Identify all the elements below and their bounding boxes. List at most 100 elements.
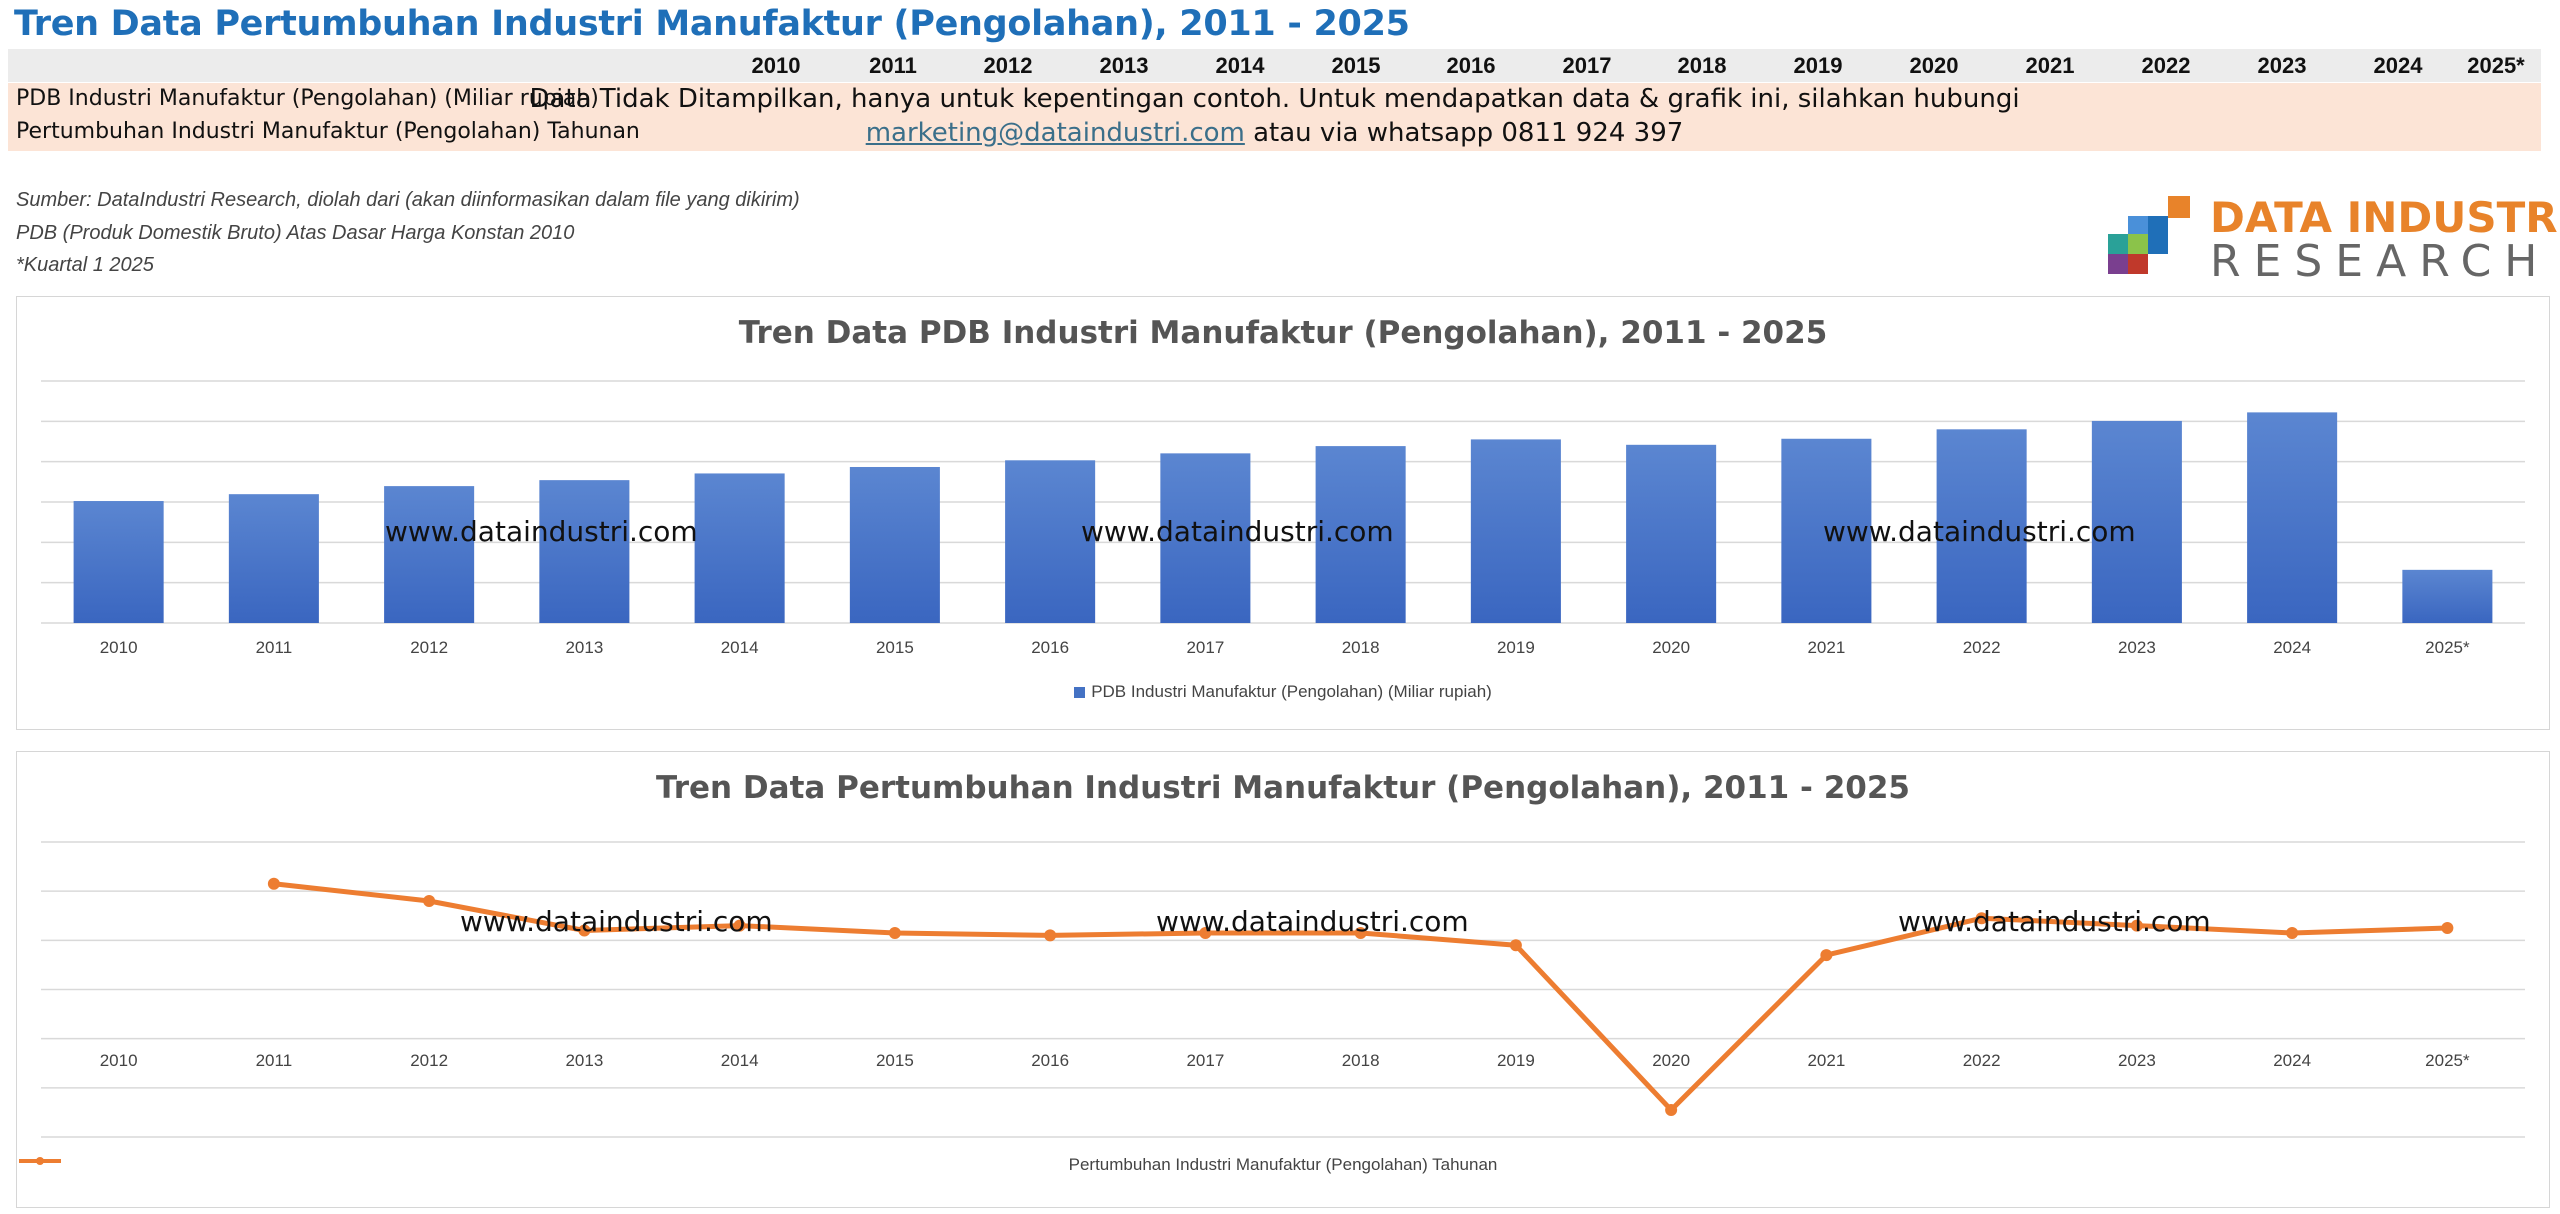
year-header-cell: 2017 [1562,53,1612,78]
x-tick-label: 2010 [100,1051,138,1070]
year-header-cell: 2024 [2373,53,2423,78]
point-2019 [1509,939,1522,952]
bar-legend-label: PDB Industri Manufaktur (Pengolahan) (Mi… [1091,682,1492,701]
year-header-cell: 2015 [1331,53,1381,78]
x-tick-label: 2025* [2425,638,2470,657]
x-tick-label: 2022 [1963,1051,2001,1070]
point-2012 [423,895,436,907]
x-tick-label: 2012 [410,1051,448,1070]
point-2021 [1820,949,1833,962]
x-tick-label: 2015 [876,1051,914,1070]
x-tick-label: 2015 [876,638,914,657]
x-tick-label: 2014 [721,1051,759,1070]
x-tick-label: 2016 [1031,638,1069,657]
x-tick-label: 2010 [100,638,138,657]
bar-2022 [1936,429,2027,623]
year-header-cell: 2016 [1446,53,1496,78]
x-tick-label: 2024 [2273,1051,2311,1070]
point-2014 [733,919,746,932]
notice-text: Data Tidak Ditampilkan, hanya untuk kepe… [529,84,2020,114]
year-header-cell: 2010 [751,53,801,78]
bar-2019 [1470,439,1561,623]
x-tick-label: 2016 [1031,1051,1069,1070]
row-label-pdb: PDB Industri Manufaktur (Pengolahan) (Mi… [16,86,599,111]
row-label-growth: Pertumbuhan Industri Manufaktur (Pengola… [16,119,640,144]
x-tick-label: 2011 [256,638,293,657]
pdb-bar-chart: Tren Data PDB Industri Manufaktur (Pengo… [16,296,2550,730]
bar-chart-plot: 2010 2011 2012 2013 2014 2015 2016 2017 2018 2019… [41,380,2525,657]
x-tick-label: 2012 [410,638,448,657]
watermark-text: www.dataindustri.com [385,515,698,548]
logo-mosaic-icon [2108,196,2190,274]
contact-whatsapp-text: atau via whatsapp 0811 924 397 [1244,118,1684,148]
data-rows-band: PDB Industri Manufaktur (Pengolahan) (Mi… [8,83,2541,151]
bar-2018 [1315,446,1406,623]
bar-2017 [1160,453,1251,623]
legend-swatch-bar [1074,687,1086,698]
x-tick-label: 2018 [1342,638,1380,657]
watermark-text: www.dataindustri.com [460,905,773,938]
legend-swatch-line [19,1157,61,1165]
bar-2012 [384,486,475,623]
year-header-cell: 2025* [2467,53,2525,78]
bar-2011 [228,494,319,623]
bar-2025* [2402,569,2493,623]
watermark-text: www.dataindustri.com [1898,905,2211,938]
x-tick-label: 2023 [2118,638,2156,657]
point-2018 [1354,926,1367,939]
x-tick-label: 2020 [1652,638,1690,657]
year-header-cell: 2012 [983,53,1033,78]
x-tick-label: 2017 [1186,1051,1224,1070]
x-tick-label: 2020 [1652,1051,1690,1070]
page-title: Tren Data Pertumbuhan Industri Manufaktu… [14,4,1410,44]
year-header-cell: 2023 [2257,53,2307,78]
x-tick-label: 2021 [1807,1051,1845,1070]
x-tick-label: 2022 [1963,638,2001,657]
line-chart-legend: Pertumbuhan Industri Manufaktur (Pengola… [17,1155,2549,1175]
point-2016 [1044,929,1057,942]
point-2015 [888,926,901,939]
bar-2014 [694,473,785,623]
watermark-text: www.dataindustri.com [1823,515,2136,548]
x-tick-label: 2011 [256,1051,293,1070]
x-tick-label: 2025* [2425,1051,2470,1070]
x-tick-label: 2013 [565,1051,603,1070]
x-tick-label: 2017 [1186,638,1224,657]
year-header-row: 2010 2011 2012 2013 2014 2015 2016 2017 2018 2019… [8,49,2541,82]
point-2020 [1665,1103,1678,1116]
point-2013 [578,924,591,937]
bar-2016 [1005,460,1096,623]
year-header-cell: 2019 [1793,53,1843,78]
bar-2021 [1781,438,1872,623]
source-note: Sumber: DataIndustri Research, diolah da… [16,189,800,211]
pdb-note: PDB (Produk Domestik Bruto) Atas Dasar H… [16,222,575,244]
line-legend-label: Pertumbuhan Industri Manufaktur (Pengola… [1068,1155,1498,1174]
bar-2015 [849,466,940,623]
bar-2020 [1626,444,1717,623]
point-2025* [2441,922,2454,935]
quarter-note: *Kuartal 1 2025 [16,254,154,276]
year-header-cell: 2022 [2141,53,2191,78]
contact-email-link[interactable]: marketing@dataindustri.com [865,118,1245,148]
logo-wordmark-top: DATA INDUSTRI [2210,193,2560,242]
x-tick-label: 2023 [2118,1051,2156,1070]
point-2022 [1975,912,1988,925]
year-header-cell: 2011 [869,53,917,78]
point-2024 [2286,926,2299,939]
line-chart-title: Tren Data Pertumbuhan Industri Manufaktu… [656,770,1910,806]
year-header-cell: 2020 [1909,53,1959,78]
watermark-text: www.dataindustri.com [1156,905,1469,938]
line-chart-plot: 2010 2011 2012 2013 2014 2015 2016 2017 2018 2019… [41,841,2525,1138]
logo-wordmark-bottom: RESEARCH [2210,236,2551,287]
point-2011 [267,877,280,890]
watermark-text: www.dataindustri.com [1081,515,1394,548]
point-2023 [2130,919,2143,932]
bar-chart-legend: PDB Industri Manufaktur (Pengolahan) (Mi… [17,682,2549,702]
bar-2024 [2247,412,2338,623]
growth-line-chart: Tren Data Pertumbuhan Industri Manufaktu… [16,751,2550,1208]
bar-2023 [2091,420,2182,623]
x-tick-label: 2018 [1342,1051,1380,1070]
bar-chart-title: Tren Data PDB Industri Manufaktur (Pengo… [738,315,1828,351]
x-tick-label: 2013 [565,638,603,657]
x-tick-label: 2019 [1497,1051,1535,1070]
